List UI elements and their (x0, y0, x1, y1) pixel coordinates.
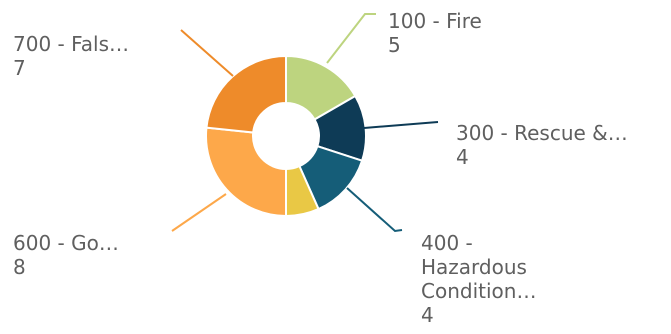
slice-label-rescue: 300 - Rescue &… 4 (456, 121, 628, 169)
slice-good-intent[interactable] (205, 126, 287, 218)
slice-label-false-alarm: 700 - Fals… 7 (13, 32, 130, 80)
slice-rescue-leader-line (363, 121, 439, 129)
slice-false-alarm-leader-line (180, 29, 234, 77)
slice-label-good-intent: 600 - Go… 8 (13, 231, 119, 279)
slice-label-hazardous: 400 - Hazardous Condition… 4 (421, 231, 537, 327)
slice-label-fire: 100 - Fire 5 (388, 9, 482, 57)
slice-false-alarm[interactable] (205, 54, 287, 134)
slice-good-intent-leader-line (171, 193, 227, 232)
leader-lines (171, 13, 439, 233)
donut-slices (205, 54, 367, 218)
slice-hazardous-leader-line (346, 187, 403, 233)
slice-fire-leader-line (326, 13, 376, 64)
